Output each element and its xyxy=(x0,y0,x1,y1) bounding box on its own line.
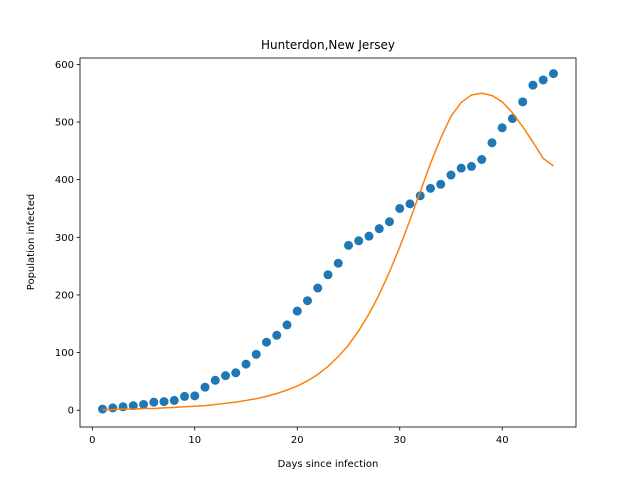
data-point xyxy=(344,240,353,250)
x-tick-label: 0 xyxy=(89,435,95,446)
x-tick-label: 30 xyxy=(393,435,406,446)
data-point xyxy=(282,320,292,330)
data-point xyxy=(210,375,220,385)
plot-frame xyxy=(79,57,577,428)
data-point xyxy=(405,199,415,209)
data-point xyxy=(190,391,200,401)
data-point xyxy=(313,283,323,293)
y-tick-label: 400 xyxy=(55,175,74,186)
data-point xyxy=(303,296,312,306)
data-point xyxy=(262,337,272,347)
chart-title: Hunterdon,New Jersey xyxy=(261,38,395,52)
fit-line xyxy=(102,92,554,411)
y-tick-label: 600 xyxy=(55,60,74,71)
data-point xyxy=(436,179,446,189)
data-point xyxy=(518,97,528,107)
x-tick-label: 40 xyxy=(496,435,509,446)
data-point xyxy=(384,217,394,227)
y-tick-label: 0 xyxy=(68,406,74,417)
data-point xyxy=(395,203,405,213)
data-point xyxy=(425,183,435,193)
data-point xyxy=(446,170,456,180)
data-point xyxy=(538,75,548,85)
data-point xyxy=(139,399,149,409)
data-point xyxy=(108,403,118,413)
data-point xyxy=(323,270,333,280)
y-tick-label: 300 xyxy=(55,233,74,244)
x-axis-label: Days since infection xyxy=(278,459,379,470)
data-point xyxy=(466,161,476,171)
data-point xyxy=(528,80,538,90)
x-tick-label: 20 xyxy=(291,435,304,446)
data-point xyxy=(251,349,261,359)
data-point xyxy=(292,306,302,316)
data-point xyxy=(456,163,466,173)
data-point xyxy=(374,224,384,234)
data-point xyxy=(272,330,282,340)
data-point xyxy=(333,258,343,268)
data-point xyxy=(507,114,517,124)
data-point xyxy=(159,397,169,407)
data-point xyxy=(221,371,231,381)
data-point xyxy=(231,368,241,378)
y-tick-label: 100 xyxy=(55,348,74,359)
y-tick-label: 200 xyxy=(55,290,74,301)
data-point xyxy=(487,138,497,148)
data-point xyxy=(477,155,487,164)
data-point xyxy=(354,236,364,246)
data-point xyxy=(241,359,251,369)
data-point xyxy=(200,382,210,392)
data-point xyxy=(364,231,374,241)
data-point xyxy=(180,391,190,401)
plot-layer xyxy=(98,69,558,414)
data-point xyxy=(128,401,138,411)
y-axis-label: Population infected xyxy=(26,194,37,290)
data-point xyxy=(548,69,558,79)
data-point xyxy=(497,123,507,133)
x-tick-label: 10 xyxy=(188,435,201,446)
data-point xyxy=(149,397,159,407)
y-tick-label: 500 xyxy=(55,118,74,129)
data-point xyxy=(169,395,179,405)
